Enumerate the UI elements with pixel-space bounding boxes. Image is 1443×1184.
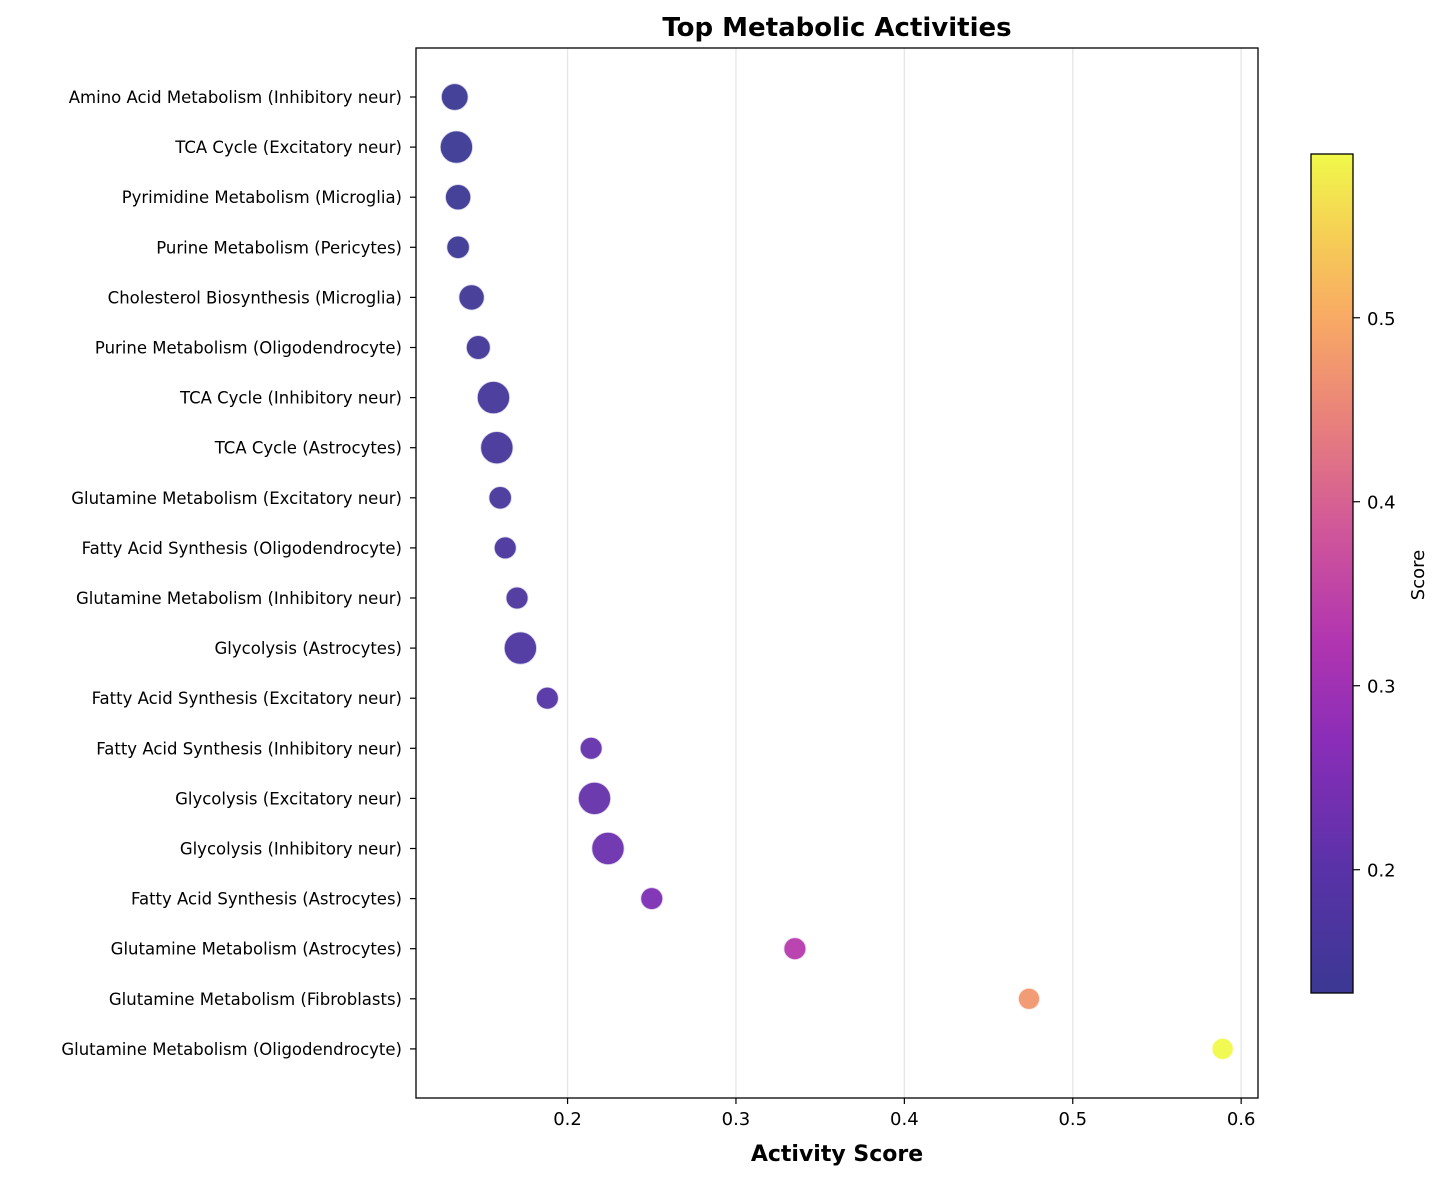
chart-title: Top Metabolic Activities [662, 13, 1011, 43]
grid [566, 48, 1242, 1098]
data-point [457, 283, 486, 312]
y-tick-label: TCA Cycle (Excitatory neur) [174, 138, 402, 157]
data-point [445, 234, 471, 260]
colorbar-label: Score [1408, 550, 1429, 600]
y-tick-label: TCA Cycle (Astrocytes) [214, 439, 402, 458]
colorbar-tick-label: 0.4 [1367, 493, 1396, 514]
data-points [439, 82, 1235, 1061]
data-point [439, 129, 474, 165]
data-point [639, 886, 664, 911]
data-point [504, 585, 530, 611]
colorbar [1310, 153, 1354, 994]
data-point [503, 630, 538, 666]
y-tick-label: Purine Metabolism (Oligodendrocyte) [95, 339, 402, 358]
x-axis-label: Activity Score [751, 1142, 923, 1167]
y-tick-label: Glycolysis (Inhibitory neur) [180, 840, 402, 859]
data-point [590, 831, 626, 866]
data-point [1017, 987, 1041, 1011]
data-point [440, 82, 470, 112]
colorbar-tick-label: 0.5 [1367, 309, 1396, 330]
y-tick-label: Glutamine Metabolism (Inhibitory neur) [76, 589, 402, 608]
data-point [476, 380, 511, 415]
y-tick-label: Pyrimidine Metabolism (Microglia) [122, 188, 402, 207]
plot-frame [415, 47, 1259, 1099]
x-tick-label: 0.3 [722, 1109, 751, 1130]
y-tick-label: Fatty Acid Synthesis (Oligodendrocyte) [82, 539, 402, 558]
y-tick-label: Amino Acid Metabolism (Inhibitory neur) [69, 88, 402, 107]
data-point [479, 430, 515, 466]
y-tick-label: Glycolysis (Excitatory neur) [175, 789, 402, 808]
y-tick-label: Fatty Acid Synthesis (Astrocytes) [131, 890, 402, 909]
y-tick-label: Glycolysis (Astrocytes) [215, 639, 402, 658]
data-point [1210, 1037, 1235, 1061]
colorbar-axis: 0.2 0.3 0.4 0.5 [1353, 309, 1396, 882]
y-tick-label: Purine Metabolism (Pericytes) [156, 238, 402, 257]
x-tick-label: 0.2 [553, 1109, 582, 1130]
data-point [577, 781, 612, 816]
data-point [535, 686, 560, 711]
data-point [782, 936, 808, 961]
data-point [444, 183, 472, 211]
colorbar-tick-label: 0.3 [1367, 677, 1396, 698]
y-tick-label: Glutamine Metabolism (Oligodendrocyte) [61, 1040, 402, 1059]
y-tick-label: Glutamine Metabolism (Astrocytes) [111, 940, 402, 959]
y-tick-label: Glutamine Metabolism (Excitatory neur) [71, 489, 402, 508]
x-axis: 0.2 0.3 0.4 0.5 0.6 [553, 1098, 1255, 1130]
x-tick-label: 0.6 [1227, 1109, 1256, 1130]
data-point [465, 334, 492, 361]
data-point [487, 485, 513, 511]
y-tick-label: Glutamine Metabolism (Fibroblasts) [109, 990, 402, 1009]
y-tick-label: Fatty Acid Synthesis (Excitatory neur) [92, 689, 402, 708]
x-tick-label: 0.4 [890, 1109, 919, 1130]
colorbar-tick-label: 0.2 [1367, 861, 1396, 882]
y-tick-label: Cholesterol Biosynthesis (Microglia) [108, 288, 402, 307]
data-point [493, 535, 518, 561]
y-axis: Amino Acid Metabolism (Inhibitory neur) T… [61, 88, 416, 1059]
y-tick-label: TCA Cycle (Inhibitory neur) [179, 389, 402, 408]
data-point [579, 736, 604, 761]
y-tick-label: Fatty Acid Synthesis (Inhibitory neur) [96, 739, 402, 758]
x-tick-label: 0.5 [1058, 1109, 1087, 1130]
